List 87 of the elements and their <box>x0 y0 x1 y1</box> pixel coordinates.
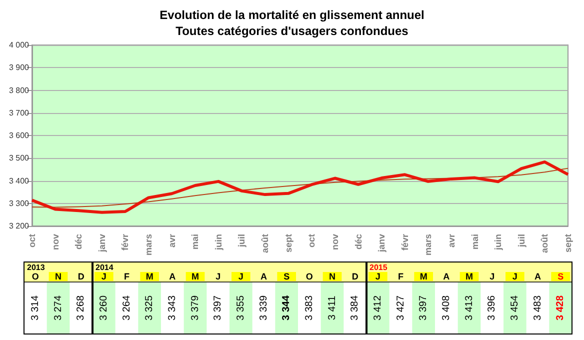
x-tick-label: oct <box>306 234 317 248</box>
x-tick-label: août <box>260 234 270 253</box>
x-tick-label: févr <box>120 234 130 251</box>
chart-title: Evolution de la mortalité en glissement annuel <box>160 8 424 22</box>
x-tick-label: sept <box>563 234 573 253</box>
text: D <box>352 272 359 282</box>
x-tick-label: sept <box>283 234 294 253</box>
data-label: 3 274 <box>52 295 64 321</box>
chart-subtitle: Toutes catégories d'usagers confondues <box>176 24 409 38</box>
x-tick-label: juil <box>236 234 247 248</box>
data-label: 3 397 <box>212 295 224 321</box>
data-label: 3 325 <box>144 295 156 321</box>
text: M <box>420 272 428 282</box>
data-label: 3 379 <box>190 295 201 321</box>
text: S <box>284 272 290 282</box>
text: J <box>375 272 380 282</box>
x-tick-label: août <box>540 234 550 253</box>
y-tick-label: 3 700 <box>8 108 30 118</box>
text: 2015 <box>370 263 388 272</box>
data-label: 3 264 <box>121 295 132 321</box>
text: N <box>329 272 336 282</box>
text: F <box>398 272 404 282</box>
text: J <box>512 272 518 282</box>
data-label: 3 268 <box>76 295 87 321</box>
x-tick-label: nov <box>330 234 340 250</box>
data-label: 3 260 <box>98 295 110 321</box>
data-label: 3 344 <box>281 295 292 321</box>
x-tick-label: déc <box>74 234 84 250</box>
y-tick-label: 4 000 <box>8 40 30 50</box>
x-tick-label: déc <box>353 234 364 250</box>
data-label: 3 408 <box>440 295 452 321</box>
y-tick-label: 3 400 <box>8 176 30 186</box>
y-tick-label: 3 500 <box>8 154 30 163</box>
data-label: 3 428 <box>555 295 566 321</box>
data-label: 3 413 <box>464 295 475 321</box>
text: M <box>466 272 473 282</box>
data-label: 3 397 <box>418 295 430 321</box>
data-label: 3 411 <box>326 295 338 320</box>
data-label: 3 483 <box>532 295 544 321</box>
x-tick-label: févr <box>400 234 410 251</box>
x-tick-label: mai <box>190 234 200 250</box>
data-label: 3 355 <box>235 295 246 321</box>
x-tick-label: oct <box>27 234 37 248</box>
text: 2013 <box>27 263 46 272</box>
data-label: 3 384 <box>350 295 361 321</box>
x-tick-label: mars <box>423 234 434 256</box>
y-tick-label: 3 900 <box>8 63 30 72</box>
text: O <box>306 272 313 282</box>
text: O <box>32 272 39 282</box>
x-tick-label: janv <box>376 234 387 254</box>
text: J <box>490 272 495 282</box>
x-tick-label: nov <box>50 234 60 250</box>
x-tick-label: avr <box>166 234 177 248</box>
text: D <box>78 272 85 282</box>
text: N <box>55 272 62 282</box>
text: J <box>101 272 106 282</box>
data-label: 3 454 <box>509 295 520 321</box>
data-label: 3 396 <box>486 295 498 321</box>
text: S <box>558 272 564 282</box>
data-label: 3 383 <box>304 295 315 321</box>
data-label: 3 343 <box>166 295 178 321</box>
text: A <box>260 272 268 282</box>
x-tick-label: juil <box>516 234 526 248</box>
text: 2014 <box>96 263 114 272</box>
x-tick-label: janv <box>96 234 107 254</box>
text: J <box>238 272 244 282</box>
x-tick-label: juin <box>493 234 504 251</box>
text: A <box>534 272 542 282</box>
x-tick-label: avr <box>446 234 456 248</box>
x-tick-label: juin <box>213 234 224 251</box>
text: J <box>216 272 221 282</box>
x-tick-label: mars <box>144 234 154 256</box>
data-label: 3 339 <box>258 295 270 321</box>
text: F <box>124 272 130 282</box>
data-label: 3 427 <box>395 295 406 321</box>
data-label: 3 412 <box>372 295 384 321</box>
x-tick-label: mai <box>470 234 480 250</box>
text: A <box>169 272 176 282</box>
text: M <box>192 272 199 282</box>
text: M <box>146 272 154 282</box>
y-tick-label: 3 800 <box>8 86 30 95</box>
text: A <box>443 272 450 282</box>
line-series <box>30 160 570 214</box>
y-tick-label: 3 600 <box>8 131 30 140</box>
y-tick-label: 3 200 <box>8 222 30 230</box>
data-label: 3 314 <box>30 295 41 321</box>
y-tick-label: 3 300 <box>8 198 30 208</box>
